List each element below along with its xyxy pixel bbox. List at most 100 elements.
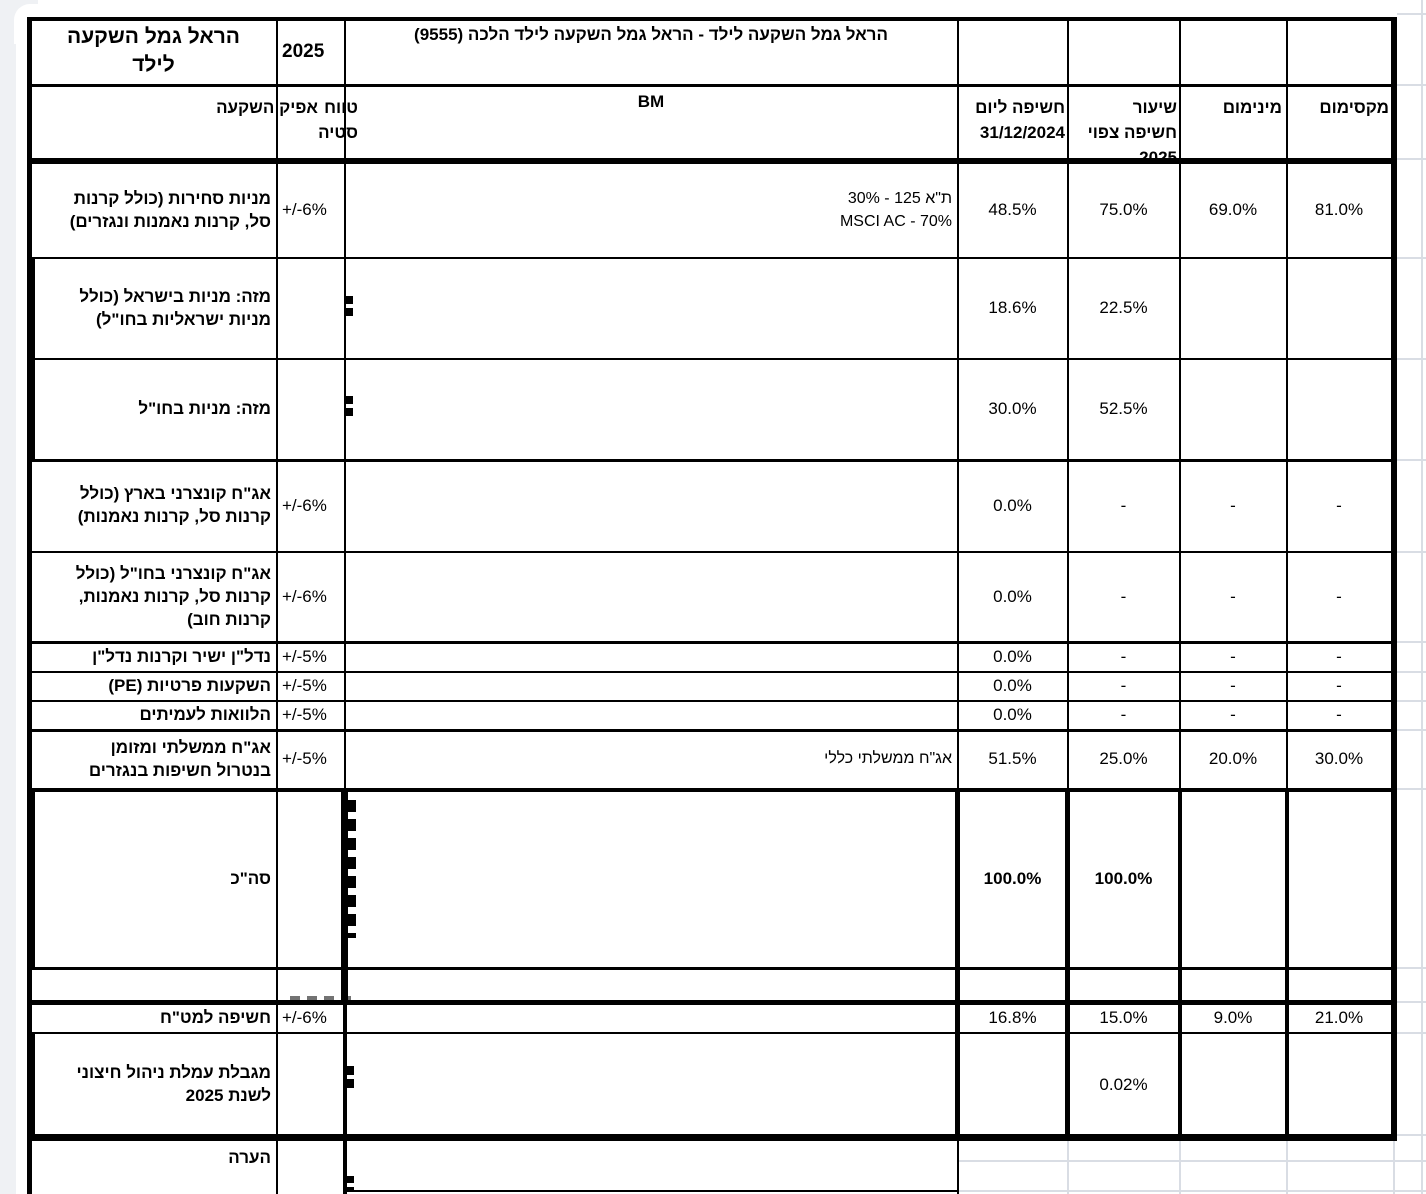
note-label: הערה <box>228 1148 271 1167</box>
row-min: 69.0% <box>1208 200 1258 219</box>
row-expected: - <box>1120 676 1127 695</box>
grid-line <box>27 729 1397 732</box>
faint-grid-line <box>1397 671 1426 673</box>
row-max: 81.0% <box>1314 200 1364 219</box>
grid-line <box>276 17 278 1194</box>
row-min: - <box>1230 646 1236 666</box>
faint-grid-line <box>1397 257 1426 259</box>
row-label: מניות סחירות (כולל קרנות סל, קרנות נאמנו… <box>69 188 271 231</box>
faint-grid-line <box>1397 84 1426 86</box>
row-label: נדל"ן ישיר וקרנות נדל"ן <box>92 646 271 666</box>
row-expected: 25.0% <box>1099 749 1148 768</box>
grid-line <box>27 1032 35 1141</box>
faint-grid-line <box>1397 358 1426 360</box>
row-label: אג"ח קונצרני בארץ (כולל קרנות סל, קרנות … <box>77 484 271 526</box>
fx-label: חשיפה למט"ח <box>159 1007 271 1027</box>
row-range: +/-6% <box>282 200 327 219</box>
row-max: - <box>1336 705 1342 724</box>
grid-line <box>955 788 960 1134</box>
sheet-rounded-corner <box>14 4 54 44</box>
fx-expected: 15.0% <box>1099 1007 1148 1027</box>
fee-expected: 0.02% <box>1099 1074 1148 1094</box>
grid-line <box>27 1032 1397 1034</box>
grid-line <box>27 551 1397 553</box>
grid-line <box>1067 17 1069 788</box>
row-expected: - <box>1120 495 1127 515</box>
left-gutter <box>0 0 16 1194</box>
faint-grid-line <box>1179 1141 1181 1194</box>
faint-grid-line <box>1397 788 1426 790</box>
row-min: 20.0% <box>1208 749 1258 768</box>
grid-line <box>27 967 1397 970</box>
fx-max: 21.0% <box>1314 1007 1364 1027</box>
fx-range: +/-6% <box>282 1007 327 1027</box>
row-bm: אג"ח ממשלתי כללי <box>824 750 952 767</box>
header-minimum: מינימום <box>1222 98 1282 117</box>
row-expected: - <box>1120 586 1127 606</box>
sheet-title-cell: הראל גמל השקעה לילד - הראל גמל השקעה ליל… <box>414 25 888 44</box>
total-label: סה"כ <box>230 868 271 888</box>
row-max: - <box>1336 586 1342 606</box>
header-deviation-range: טווח סטיה <box>318 98 358 142</box>
header-exposure-as-of: חשיפה ליום 31/12/2024 <box>975 98 1065 142</box>
row-range: +/-5% <box>282 749 327 768</box>
fx-exposure: 16.8% <box>988 1007 1037 1027</box>
faint-grid-line <box>1397 13 1426 15</box>
grid-line <box>27 158 1397 164</box>
row-max: - <box>1336 676 1342 695</box>
grid-line <box>1065 788 1070 1134</box>
grid-line <box>27 671 1397 673</box>
row-min: - <box>1230 676 1236 695</box>
header-bm: BM <box>637 92 665 111</box>
faint-grid-line <box>958 1160 1426 1162</box>
grid-line <box>341 788 348 1001</box>
clipped-text-artifact <box>290 996 352 1003</box>
row-bm: ת"א 125 - 30% MSCI AC - 70% <box>839 189 952 230</box>
grid-line <box>27 459 1397 462</box>
grid-line <box>27 17 1397 21</box>
row-max: 30.0% <box>1314 749 1364 768</box>
header-maximum: מקסימום <box>1319 98 1389 117</box>
row-exposure: 0.0% <box>993 705 1032 724</box>
fund-name-cell: הראל גמל השקעה לילד <box>67 25 240 76</box>
row-label: השקעות פרטיות (PE) <box>108 676 271 695</box>
row-max: - <box>1336 646 1342 666</box>
row-exposure: 48.5% <box>988 200 1037 219</box>
grid-line <box>27 358 1397 360</box>
faint-grid-line <box>1397 1134 1426 1136</box>
year-cell: 2025 <box>282 40 325 62</box>
faint-grid-line <box>1397 729 1426 731</box>
row-label: מזה: מניות בחו"ל <box>138 399 271 418</box>
grid-line <box>345 1190 958 1192</box>
faint-grid-line <box>1397 459 1426 461</box>
faint-grid-line <box>1397 551 1426 553</box>
clipped-text-artifact <box>348 800 356 938</box>
faint-grid-line <box>1067 1141 1069 1194</box>
header-expected-exposure: שיעור חשיפה צפוי 2025 <box>1087 98 1177 167</box>
row-label: אג"ח קונצרני בחו"ל (כולל קרנות סל, קרנות… <box>75 563 271 629</box>
row-expected: 22.5% <box>1099 298 1148 317</box>
faint-grid-line <box>1421 0 1423 1194</box>
total-expected: 100.0% <box>1094 868 1153 888</box>
faint-grid-line <box>1397 641 1426 643</box>
grid-line <box>1285 788 1289 1134</box>
grid-line <box>1391 17 1397 1134</box>
header-investment-channel: אפיק השקעה <box>216 98 318 117</box>
faint-grid-line <box>1397 967 1426 969</box>
grid-line <box>27 788 35 967</box>
grid-line <box>27 641 1397 644</box>
row-max: - <box>1336 495 1342 515</box>
clipped-text-artifact <box>346 396 353 416</box>
faint-grid-line <box>1393 1141 1395 1194</box>
grid-line <box>27 1134 1397 1141</box>
grid-line <box>1178 788 1182 1134</box>
row-label: אג"ח ממשלתי ומזומן בנטרול חשיפות בנגזרים <box>88 737 271 780</box>
row-expected: 52.5% <box>1099 399 1148 418</box>
grid-line <box>27 17 32 1194</box>
clipped-text-artifact <box>347 1176 354 1191</box>
clipped-text-artifact <box>346 296 353 318</box>
row-exposure: 0.0% <box>993 495 1032 515</box>
clipped-text-artifact <box>347 1066 354 1092</box>
row-range: +/-6% <box>282 586 327 606</box>
